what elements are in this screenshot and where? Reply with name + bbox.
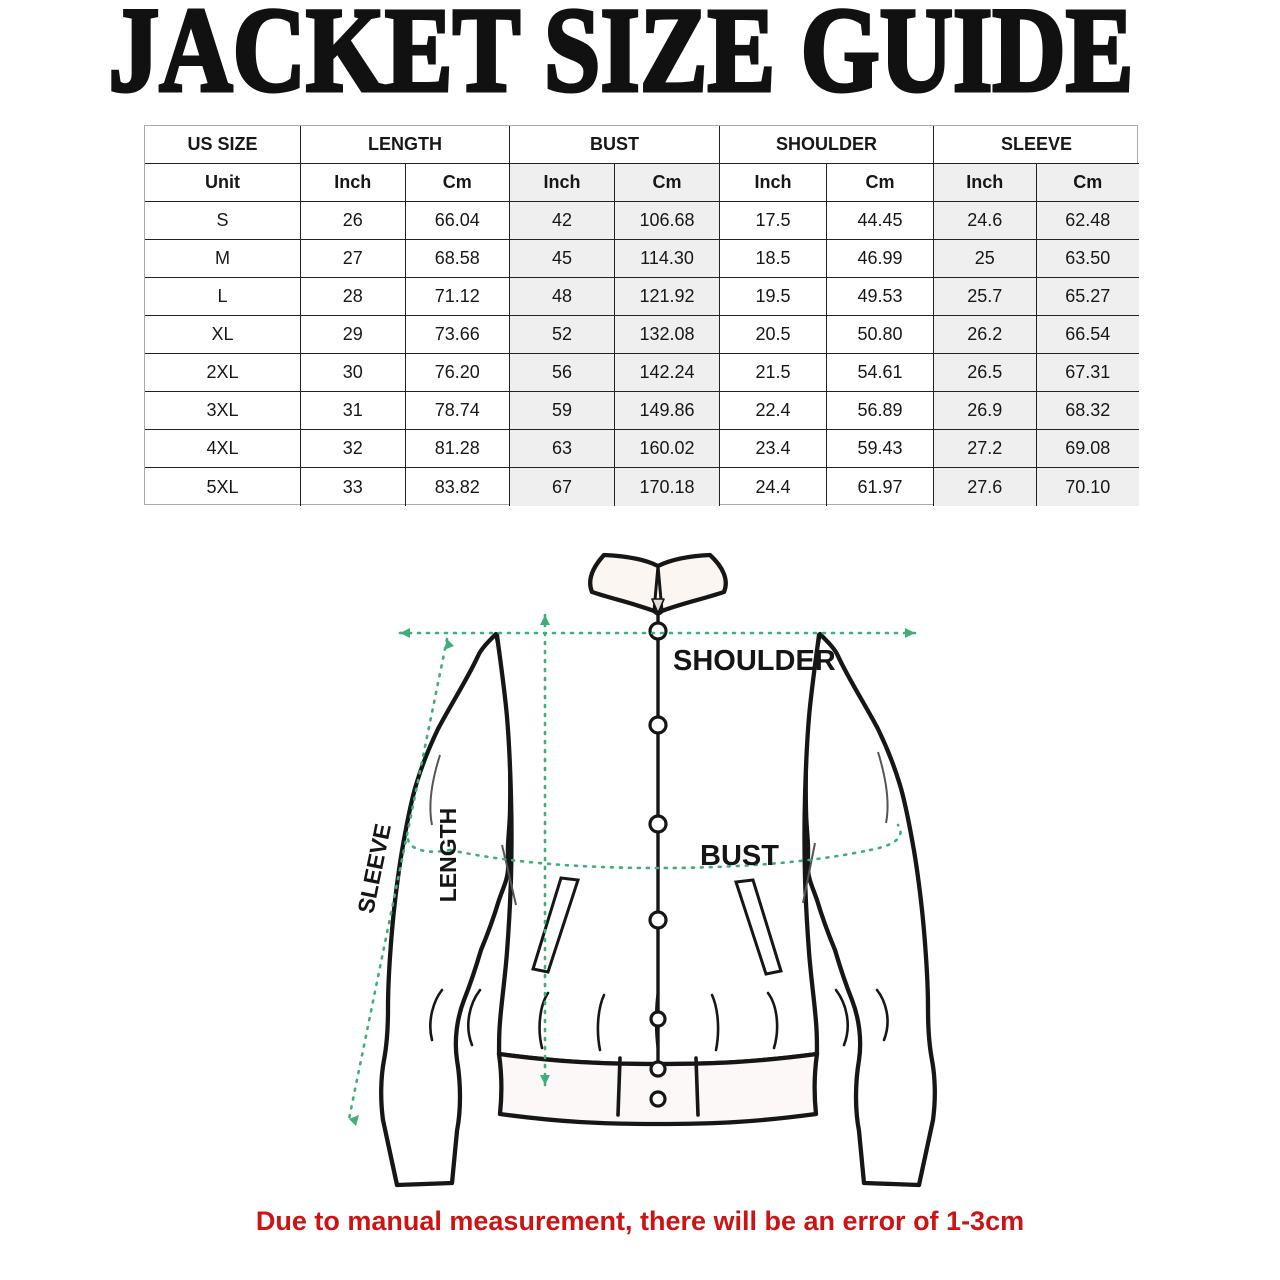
svg-text:SLEEVE: SLEEVE	[352, 821, 396, 915]
svg-text:SHOULDER: SHOULDER	[673, 645, 836, 677]
svg-text:BUST: BUST	[700, 840, 779, 872]
svg-text:LENGTH: LENGTH	[435, 808, 461, 903]
